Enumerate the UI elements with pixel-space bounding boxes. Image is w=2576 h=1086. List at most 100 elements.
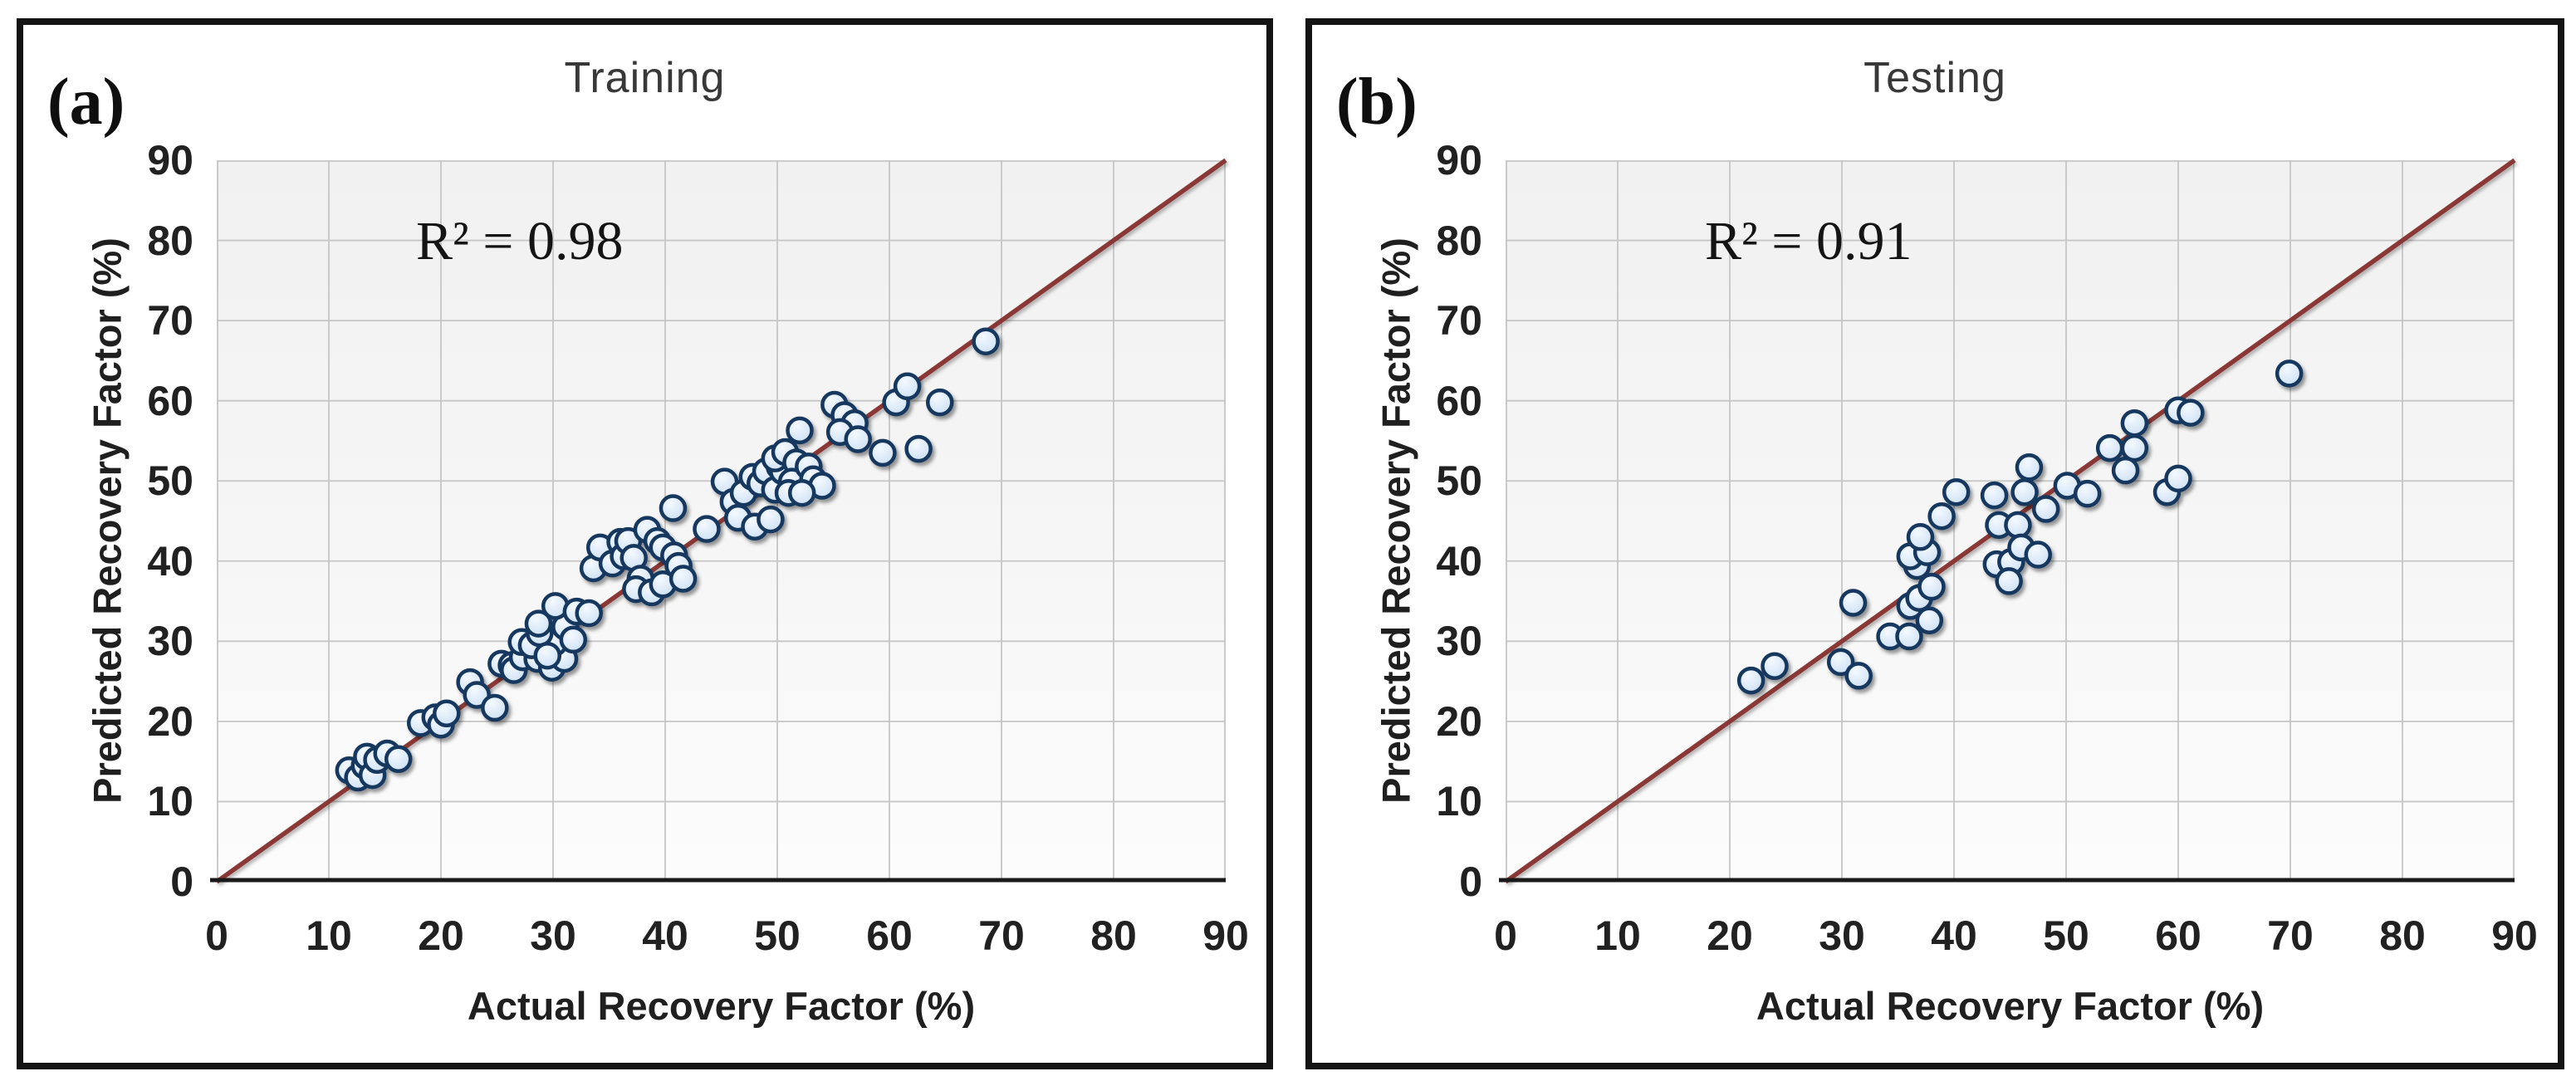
- y-tick-label: 70: [147, 297, 193, 345]
- x-tick-label: 50: [754, 912, 801, 959]
- x-tick-label: 0: [1494, 912, 1517, 959]
- y-tick-label: 50: [1436, 457, 1482, 505]
- y-tick-label: 50: [147, 457, 193, 505]
- y-tick-label: 0: [1459, 859, 1482, 905]
- x-tick-label: 10: [306, 912, 352, 959]
- data-point: [1995, 567, 2023, 595]
- data-point: [1927, 501, 1956, 531]
- y-tick-label: 80: [147, 217, 193, 264]
- x-tick-label: 40: [642, 912, 688, 959]
- data-point: [1844, 662, 1873, 690]
- data-point: [2120, 408, 2149, 438]
- x-tick-label: 30: [1819, 912, 1865, 959]
- data-point: [904, 434, 933, 463]
- chart-title-training: Training: [564, 54, 726, 102]
- data-point: [659, 494, 688, 522]
- data-point: [893, 372, 922, 401]
- data-point: [668, 565, 698, 593]
- r2-annotation: R² = 0.91: [1705, 211, 1912, 272]
- r2-annotation: R² = 0.98: [416, 211, 624, 272]
- data-point: [2031, 495, 2060, 523]
- y-tick-label: 30: [1436, 618, 1482, 665]
- data-point: [2275, 360, 2304, 388]
- data-point: [2010, 477, 2039, 506]
- x-tick-label: 20: [418, 912, 464, 959]
- data-point: [1906, 523, 1935, 551]
- data-point: [524, 609, 553, 638]
- y-tick-label: 60: [147, 377, 193, 424]
- data-point: [972, 327, 1000, 355]
- data-point: [1980, 481, 2009, 510]
- y-tick-label: 20: [1436, 697, 1482, 745]
- data-point: [2015, 453, 2044, 482]
- scatter-points: [335, 327, 1000, 792]
- scatter-points: [1736, 360, 2304, 695]
- plot-area-testing: R² = 0.91: [1499, 158, 2516, 884]
- data-point: [1826, 648, 1855, 677]
- data-point: [384, 745, 413, 774]
- data-point: [1761, 652, 1789, 681]
- y-tick-label: 0: [170, 859, 193, 905]
- scatter-svg: [210, 158, 1227, 884]
- y-tick-label: 90: [147, 136, 193, 183]
- x-axis-label: Actual Recovery Factor (%): [1756, 984, 2265, 1028]
- data-point: [1915, 606, 1944, 634]
- data-point: [533, 641, 561, 670]
- panel-tag-b: (b): [1336, 66, 1418, 139]
- data-point: [1895, 622, 1923, 651]
- data-point: [869, 438, 897, 467]
- x-tick-label: 90: [2491, 912, 2538, 959]
- plot-area-training: R² = 0.98: [210, 158, 1227, 884]
- data-point: [1942, 477, 1971, 506]
- data-point: [844, 425, 872, 453]
- x-tick-label: 20: [1707, 912, 1753, 959]
- x-tick-label: 40: [1931, 912, 1977, 959]
- x-tick-label: 60: [2155, 912, 2201, 959]
- y-tick-label: 90: [1436, 136, 1482, 183]
- y-tick-label: 40: [147, 537, 193, 585]
- data-point: [2164, 464, 2192, 493]
- data-point: [757, 505, 785, 534]
- data-point: [786, 416, 814, 445]
- data-point: [693, 515, 721, 543]
- panel-training: (a) Training Predicted Recovery Factor (…: [17, 18, 1273, 1069]
- x-tick-label: 30: [530, 912, 576, 959]
- chart-title-testing: Testing: [1863, 54, 2006, 102]
- scatter-svg: [1499, 158, 2516, 884]
- x-tick-label: 70: [978, 912, 1025, 959]
- data-point: [481, 693, 509, 722]
- x-tick-label: 80: [1090, 912, 1137, 959]
- data-point: [433, 699, 461, 727]
- data-point: [2004, 511, 2032, 540]
- data-point: [1917, 572, 1946, 601]
- x-tick-label: 10: [1594, 912, 1641, 959]
- x-tick-label: 80: [2379, 912, 2426, 959]
- data-point: [2177, 399, 2205, 427]
- y-tick-label: 40: [1436, 537, 1482, 585]
- y-tick-label: 60: [1436, 377, 1482, 424]
- data-point: [2073, 479, 2102, 508]
- x-tick-label: 90: [1202, 912, 1249, 959]
- data-point: [926, 388, 954, 417]
- y-tick-label: 10: [147, 778, 193, 825]
- x-tick-label: 50: [2043, 912, 2089, 959]
- data-point: [2024, 541, 2052, 569]
- panel-testing: (b) Testing Predicted Recovery Factor (%…: [1305, 18, 2564, 1069]
- x-axis-label: Actual Recovery Factor (%): [467, 984, 976, 1028]
- data-point: [575, 599, 603, 628]
- data-point: [559, 625, 588, 654]
- x-tick-label: 0: [205, 912, 228, 959]
- data-point: [2120, 433, 2149, 462]
- y-tick-label: 70: [1436, 297, 1482, 345]
- data-point: [2111, 456, 2140, 485]
- panel-tag-a: (a): [47, 66, 125, 139]
- x-tick-label: 70: [2267, 912, 2314, 959]
- y-tick-label: 80: [1436, 217, 1482, 264]
- data-point: [1839, 589, 1868, 617]
- data-point: [787, 478, 816, 507]
- y-tick-label: 20: [147, 697, 193, 745]
- data-point: [2095, 433, 2124, 462]
- data-point: [1736, 666, 1765, 695]
- y-tick-label: 10: [1436, 778, 1482, 825]
- x-tick-label: 60: [866, 912, 913, 959]
